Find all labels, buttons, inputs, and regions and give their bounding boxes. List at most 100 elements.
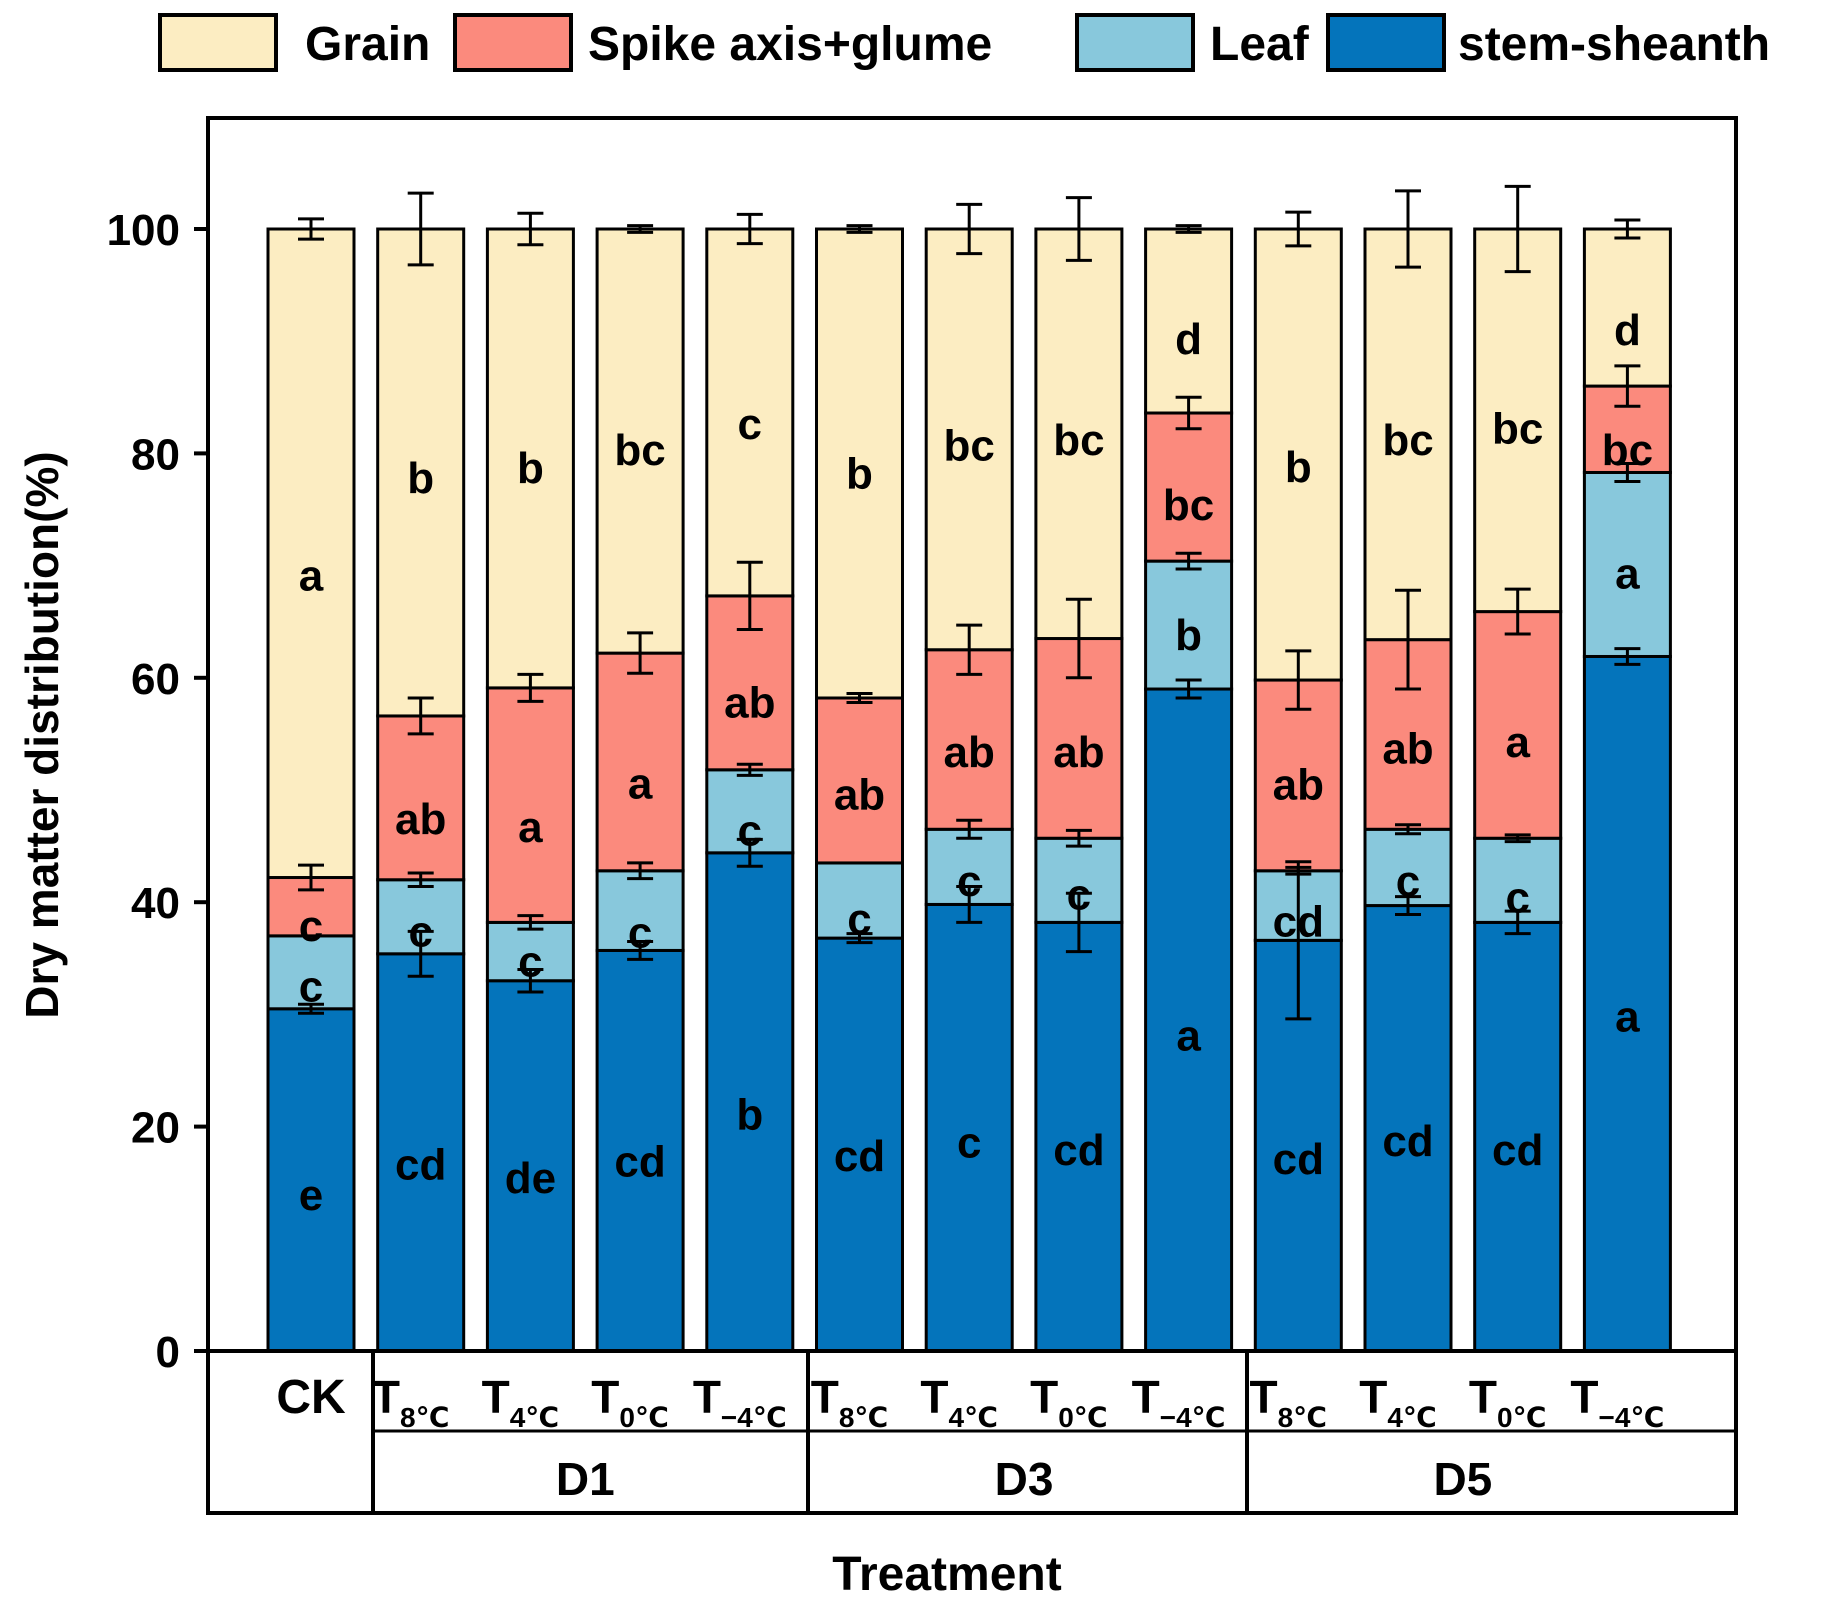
error-bar <box>407 696 434 736</box>
error-bar <box>1395 588 1421 691</box>
significance-letter: a <box>1615 549 1640 598</box>
treatment-table: CK T8℃ T4℃ T0℃ T−4℃ T8℃ T4℃ T0℃ T−4℃ T8℃ T4℃ T0℃ T−4… <box>206 1349 1738 1515</box>
legend-item: Leaf <box>1075 13 1310 72</box>
error-bar <box>1285 865 1312 876</box>
legend-swatch <box>1326 13 1446 72</box>
error-bar <box>1614 461 1641 483</box>
bars <box>266 227 1672 1353</box>
category-label: T0℃ <box>1469 1371 1547 1433</box>
significance-letter: d <box>1614 306 1641 355</box>
error-bar <box>298 863 324 892</box>
category-label: T8℃ <box>372 1371 450 1433</box>
bar-segment-stem-sheanth <box>266 1007 356 1353</box>
error-bar <box>956 818 983 840</box>
legend-item: Grain <box>158 13 430 72</box>
significance-letter: c <box>738 400 762 449</box>
bar-segment-spike-axis-glume <box>924 648 1014 831</box>
bar-segment-grain <box>485 227 575 690</box>
y-tick-label: 0 <box>156 1328 180 1377</box>
error-bar <box>736 560 763 632</box>
error-bar <box>298 1002 324 1015</box>
significance-letter: b <box>517 444 544 493</box>
significance-letter: bc <box>1382 416 1433 465</box>
error-bar <box>517 968 544 994</box>
significance-letter: ab <box>1382 724 1433 773</box>
error-bar <box>627 861 654 881</box>
error-bar <box>1175 224 1202 234</box>
bar-segment-stem-sheanth <box>1034 920 1124 1353</box>
significance-letter: a <box>1615 993 1640 1042</box>
significance-letter: bc <box>1053 416 1104 465</box>
bar-segment-spike-axis-glume <box>1473 610 1563 840</box>
legend-label: Grain <box>305 18 430 71</box>
error-bar <box>298 217 324 241</box>
error-bar <box>1065 828 1092 848</box>
significance-letter: b <box>846 450 873 499</box>
bar-segment-grain <box>595 227 685 655</box>
bar-segment-stem-sheanth <box>1582 654 1672 1353</box>
significance-letter: a <box>518 803 543 852</box>
error-bar <box>1065 891 1092 954</box>
significance-letter: ab <box>395 795 446 844</box>
bar-segment-grain <box>924 227 1014 652</box>
error-bar <box>1504 587 1531 636</box>
error-bar <box>736 837 763 868</box>
category-label: T0℃ <box>591 1371 669 1433</box>
category-label: T4℃ <box>1359 1371 1437 1433</box>
bar-segment-stem-sheanth <box>705 851 795 1353</box>
bar-segment-grain <box>1473 227 1563 614</box>
error-bar <box>956 884 983 924</box>
legend-swatch <box>1075 13 1195 72</box>
significance-letter: cd <box>395 1141 446 1190</box>
y-tick-label: 40 <box>131 879 180 928</box>
error-bar <box>1395 895 1421 917</box>
category-label: T8℃ <box>1250 1371 1328 1433</box>
error-bar <box>1504 833 1531 844</box>
significance-letter: a <box>1505 718 1530 767</box>
bar-segment-leaf <box>1363 827 1453 908</box>
error-bar <box>1175 551 1202 571</box>
legend: Grain Spike axis+glume Leaf stem-sheanth <box>158 13 1770 72</box>
bar-segment-leaf <box>1582 470 1672 658</box>
error-bar <box>517 914 544 931</box>
bar-segment-grain <box>1144 227 1234 415</box>
y-axis-label: Dry matter distribution(%) <box>16 451 68 1018</box>
error-bar <box>627 631 654 675</box>
error-bar <box>956 202 983 256</box>
bar-segment-grain <box>376 227 466 718</box>
bar-segment-spike-axis-glume <box>815 696 904 865</box>
y-tick-label: 100 <box>107 206 180 255</box>
significance-letter: ab <box>1053 728 1104 777</box>
legend-swatch <box>158 13 278 72</box>
error-bar <box>1395 189 1421 269</box>
significance-letter: bc <box>1492 405 1543 454</box>
significance-letter: bc <box>614 426 665 475</box>
significance-letter: cd <box>614 1137 665 1186</box>
error-bar <box>1175 395 1202 431</box>
error-bar <box>627 939 654 961</box>
bar-segment-grain <box>266 227 356 880</box>
error-bar <box>1614 647 1641 666</box>
error-bar <box>736 762 763 777</box>
category-label: T4℃ <box>920 1371 998 1433</box>
error-bar <box>846 224 873 234</box>
error-bar <box>627 224 654 234</box>
significance-letter: ab <box>1273 760 1324 809</box>
error-bar <box>407 191 434 267</box>
y-tick-label: 60 <box>131 655 180 704</box>
error-bar <box>1614 364 1641 408</box>
category-label: T8℃ <box>811 1371 889 1433</box>
significance-letter: c <box>957 1118 981 1167</box>
error-bar <box>846 692 873 704</box>
significance-letter: cd <box>1382 1117 1433 1166</box>
legend-swatch <box>453 13 573 72</box>
category-label: T−4℃ <box>1570 1371 1664 1433</box>
legend-label: Leaf <box>1210 18 1310 71</box>
significance-letter: cd <box>1273 1135 1324 1184</box>
significance-letter: a <box>299 552 324 601</box>
legend-item: stem-sheanth <box>1326 13 1770 72</box>
y-axis: 0 20 40 60 80 100 <box>107 206 208 1377</box>
y-tick-label: 80 <box>131 430 180 479</box>
error-bar <box>1285 860 1312 1021</box>
